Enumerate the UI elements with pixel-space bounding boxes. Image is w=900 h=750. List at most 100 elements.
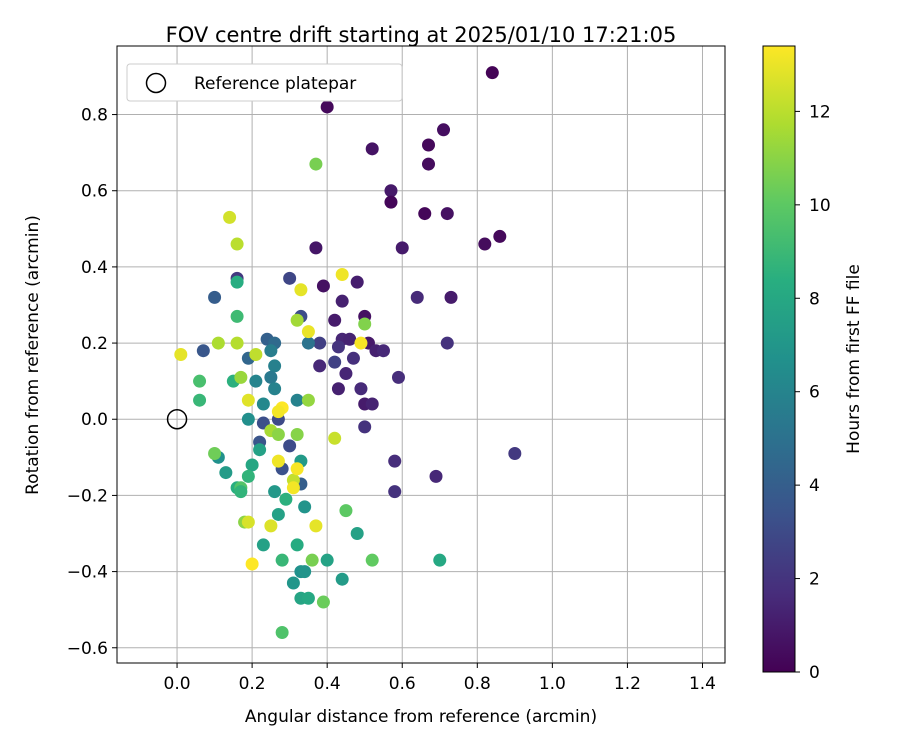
- data-point: [241, 412, 255, 426]
- data-point: [316, 279, 330, 293]
- plot-frame: [116, 45, 726, 664]
- data-point: [264, 519, 278, 533]
- data-point: [365, 397, 379, 411]
- data-point: [343, 332, 357, 346]
- data-point: [395, 241, 409, 255]
- legend-marker: [145, 72, 167, 94]
- data-point: [290, 427, 304, 441]
- data-point: [211, 336, 225, 350]
- data-point: [208, 447, 222, 461]
- data-point: [241, 393, 255, 407]
- data-point: [245, 557, 259, 571]
- data-point: [283, 271, 297, 285]
- x-tick-label: 0.0: [164, 674, 191, 694]
- data-point: [174, 348, 188, 361]
- data-point: [286, 481, 300, 495]
- data-point: [230, 237, 244, 251]
- x-tick-label: 0.2: [239, 674, 266, 694]
- x-axis-label: Angular distance from reference (arcmin): [245, 707, 597, 727]
- data-point: [485, 66, 499, 80]
- data-point: [245, 458, 259, 472]
- y-tick-label: 0.6: [81, 182, 108, 202]
- data-point: [433, 553, 447, 567]
- x-tick-label: 1.0: [539, 674, 566, 694]
- y-tick-label: −0.2: [67, 486, 108, 506]
- data-point: [290, 313, 304, 327]
- data-point: [196, 344, 210, 358]
- y-tick-label: 0.4: [81, 258, 108, 278]
- data-point: [328, 313, 342, 327]
- data-point: [193, 374, 207, 388]
- data-point: [275, 626, 289, 640]
- data-point: [328, 431, 342, 445]
- data-point: [264, 344, 278, 358]
- y-tick-label: 0.0: [81, 410, 108, 430]
- data-point: [249, 374, 263, 388]
- data-point: [444, 290, 458, 304]
- data-point: [290, 462, 304, 476]
- data-point: [493, 229, 507, 243]
- data-point: [193, 393, 207, 407]
- data-point: [313, 359, 327, 373]
- data-point: [365, 553, 379, 567]
- data-point: [286, 576, 300, 590]
- x-tick-label: 1.2: [614, 674, 641, 694]
- data-point: [335, 572, 349, 586]
- chart-title: FOV centre drift starting at 2025/01/10 …: [166, 23, 677, 47]
- data-point: [331, 382, 345, 396]
- data-point: [418, 207, 432, 221]
- data-point: [358, 317, 372, 331]
- data-point: [290, 538, 304, 552]
- data-point: [346, 351, 360, 365]
- colorbar-tick-label: 4: [809, 476, 820, 496]
- data-point: [298, 565, 312, 579]
- data-point: [422, 138, 436, 152]
- data-point: [275, 553, 289, 567]
- data-point: [388, 485, 402, 499]
- data-point: [256, 538, 270, 552]
- data-point: [279, 492, 293, 506]
- data-point: [241, 515, 255, 529]
- data-point: [253, 443, 267, 457]
- legend: Reference platepar: [126, 63, 403, 102]
- y-tick-label: 0.8: [81, 106, 108, 126]
- y-tick-label: −0.4: [67, 563, 108, 583]
- colorbar-tick-label: 0: [809, 663, 820, 683]
- data-point: [316, 595, 330, 609]
- data-point: [271, 427, 285, 441]
- data-point: [320, 100, 334, 114]
- x-tick-label: 1.4: [689, 674, 716, 694]
- data-point: [384, 184, 398, 198]
- data-point: [271, 454, 285, 468]
- data-point: [354, 382, 368, 396]
- data-point: [331, 340, 345, 354]
- data-point: [335, 268, 349, 282]
- data-point: [508, 447, 522, 461]
- data-point: [256, 397, 270, 411]
- data-point: [271, 405, 285, 419]
- data-point: [365, 142, 379, 156]
- colorbar: 0 2 4 6 8 10 12 Hours from first FF file: [762, 45, 864, 683]
- data-point: [290, 393, 304, 407]
- data-point: [208, 290, 222, 304]
- data-point: [271, 507, 285, 521]
- data-point: [230, 309, 244, 323]
- data-point: [478, 237, 492, 251]
- data-point: [309, 241, 323, 255]
- data-point: [268, 382, 282, 396]
- data-point: [301, 393, 315, 407]
- data-point: [358, 420, 372, 434]
- data-point: [440, 336, 454, 350]
- data-point: [230, 275, 244, 289]
- data-point: [309, 157, 323, 171]
- data-point: [241, 469, 255, 483]
- data-point: [437, 123, 451, 137]
- data-point: [328, 355, 342, 369]
- data-point: [391, 370, 405, 384]
- data-point: [219, 466, 233, 480]
- colorbar-gradient: [762, 45, 796, 673]
- data-point: [410, 290, 424, 304]
- reference-marker: [166, 408, 188, 430]
- data-point: [301, 591, 315, 605]
- data-point: [313, 336, 327, 350]
